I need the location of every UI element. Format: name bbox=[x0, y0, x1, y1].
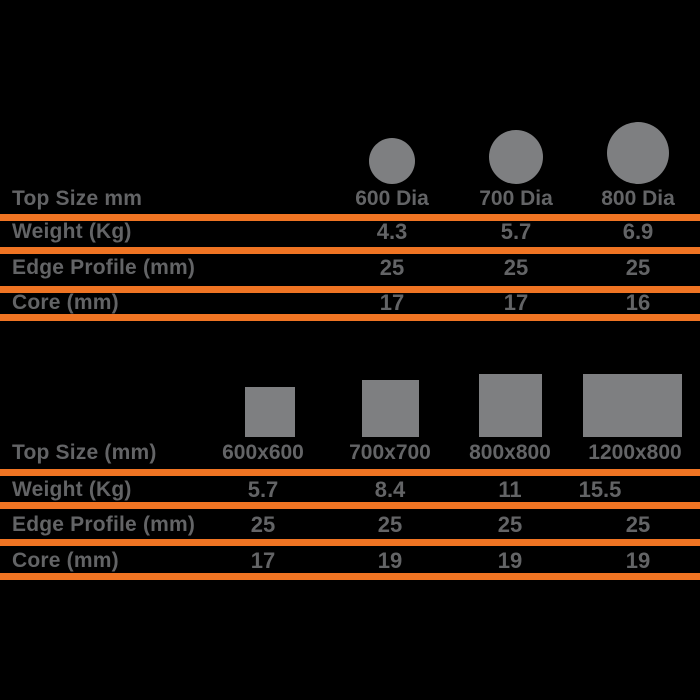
round-core-700: 17 bbox=[503, 290, 529, 315]
round-top-shape-800 bbox=[607, 122, 669, 184]
square-edge-600x600: 25 bbox=[250, 512, 276, 537]
round-top-shape-600 bbox=[369, 138, 415, 184]
divider-bar bbox=[0, 286, 700, 293]
square-table-header-label: Top Size (mm) bbox=[12, 441, 157, 464]
round-edge-700: 25 bbox=[503, 255, 529, 280]
round-weight-800: 6.9 bbox=[622, 219, 654, 244]
round-core-600: 17 bbox=[379, 290, 405, 315]
square-weight-label: Weight (Kg) bbox=[12, 478, 132, 501]
square-col-700x700: 700x700 bbox=[349, 441, 431, 464]
divider-bar bbox=[0, 573, 700, 580]
divider-bar bbox=[0, 469, 700, 476]
square-core-800x800: 19 bbox=[497, 548, 523, 573]
round-table-header-label: Top Size mm bbox=[12, 187, 143, 210]
round-weight-600: 4.3 bbox=[376, 219, 408, 244]
round-edge-800: 25 bbox=[625, 255, 651, 280]
square-top-shape-700x700 bbox=[362, 380, 419, 437]
divider-bar bbox=[0, 214, 700, 221]
square-edge-700x700: 25 bbox=[377, 512, 403, 537]
square-top-shape-800x800 bbox=[479, 374, 542, 437]
round-top-shape-700 bbox=[489, 130, 543, 184]
square-core-700x700: 19 bbox=[377, 548, 403, 573]
divider-bar bbox=[0, 314, 700, 321]
square-edge-1200x800: 25 bbox=[625, 512, 651, 537]
square-weight-800x800: 11 bbox=[498, 477, 522, 502]
divider-bar bbox=[0, 247, 700, 254]
square-col-600x600: 600x600 bbox=[222, 441, 304, 464]
round-col-700-dia: 700 Dia bbox=[479, 187, 553, 210]
square-edge-800x800: 25 bbox=[497, 512, 523, 537]
square-col-1200x800: 1200x800 bbox=[588, 441, 682, 464]
round-col-800-dia: 800 Dia bbox=[601, 187, 675, 210]
divider-bar bbox=[0, 502, 700, 509]
square-weight-1200x800: 15.5 bbox=[578, 477, 622, 502]
round-core-label: Core (mm) bbox=[12, 291, 119, 314]
round-edge-profile-label: Edge Profile (mm) bbox=[12, 256, 196, 279]
round-weight-700: 5.7 bbox=[500, 219, 532, 244]
square-core-600x600: 17 bbox=[250, 548, 276, 573]
round-col-600-dia: 600 Dia bbox=[355, 187, 429, 210]
square-core-label: Core (mm) bbox=[12, 549, 119, 572]
round-edge-600: 25 bbox=[379, 255, 405, 280]
square-col-800x800: 800x800 bbox=[469, 441, 551, 464]
square-edge-profile-label: Edge Profile (mm) bbox=[12, 513, 196, 536]
square-weight-700x700: 8.4 bbox=[374, 477, 406, 502]
divider-bar bbox=[0, 539, 700, 546]
round-weight-label: Weight (Kg) bbox=[12, 220, 132, 243]
square-weight-600x600: 5.7 bbox=[247, 477, 279, 502]
square-core-1200x800: 19 bbox=[625, 548, 651, 573]
square-top-shape-600x600 bbox=[245, 387, 295, 437]
round-core-800: 16 bbox=[625, 290, 651, 315]
rect-top-shape-1200x800 bbox=[583, 374, 682, 437]
